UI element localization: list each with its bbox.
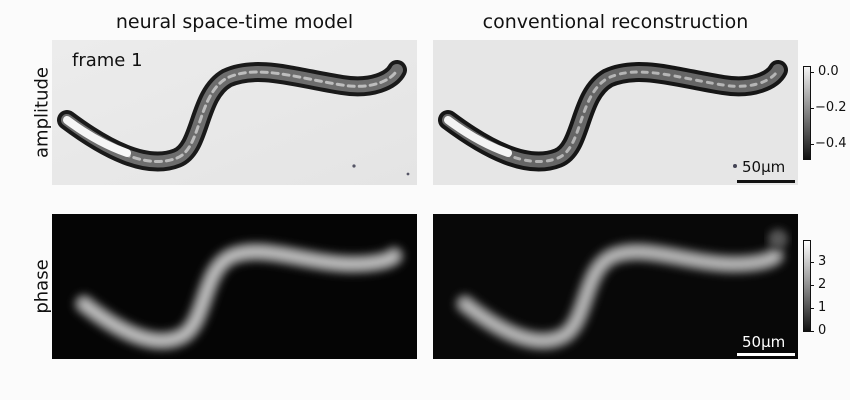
scalebar-amplitude bbox=[737, 180, 795, 183]
scalebar-label-phase: 50µm bbox=[742, 333, 786, 351]
amplitude-image-neural bbox=[52, 40, 417, 185]
colorbar-phase-tick bbox=[810, 331, 814, 332]
colorbar-amplitude-tick bbox=[810, 72, 814, 73]
phase-image-neural bbox=[52, 214, 417, 359]
colorbar-phase-tick bbox=[810, 262, 814, 263]
colorbar-phase-tick-label: 0 bbox=[818, 323, 827, 338]
colorbar-amplitude bbox=[803, 66, 811, 160]
colorbar-phase-tick bbox=[810, 308, 814, 309]
title-neural-model: neural space-time model bbox=[115, 11, 354, 33]
scalebar-phase bbox=[737, 353, 795, 356]
colorbar-phase-tick-label: 3 bbox=[818, 254, 827, 269]
colorbar-amplitude-tick-label: −0.2 bbox=[815, 100, 847, 115]
colorbar-phase-tick bbox=[810, 285, 814, 286]
row-label-phase: phase bbox=[31, 259, 53, 314]
amplitude-image-conventional bbox=[433, 40, 798, 185]
colorbar-phase-tick-label: 2 bbox=[818, 277, 827, 292]
colorbar-amplitude-tick bbox=[810, 144, 814, 145]
phase-image-conventional bbox=[433, 214, 798, 359]
colorbar-amplitude-tick-label: −0.4 bbox=[815, 136, 847, 151]
colorbar-amplitude-tick-label: 0.0 bbox=[818, 64, 839, 79]
colorbar-phase-tick-label: 1 bbox=[818, 300, 827, 315]
frame-label: frame 1 bbox=[72, 50, 143, 71]
scalebar-label-amplitude: 50µm bbox=[742, 158, 786, 176]
colorbar-amplitude-tick bbox=[810, 108, 814, 109]
title-conventional: conventional reconstruction bbox=[482, 11, 749, 33]
colorbar-phase bbox=[803, 240, 811, 332]
row-label-amplitude: amplitude bbox=[31, 67, 53, 158]
